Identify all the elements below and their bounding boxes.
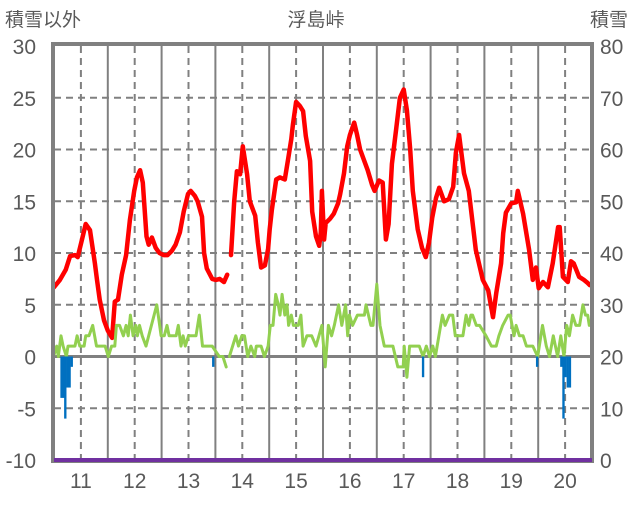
y-tick-right: 40 bbox=[600, 243, 623, 266]
green-series bbox=[227, 282, 591, 379]
red-series bbox=[228, 87, 593, 320]
x-tick: 16 bbox=[338, 470, 361, 493]
bar bbox=[60, 356, 63, 398]
x-tick: 12 bbox=[123, 470, 146, 493]
y-tick-right: 20 bbox=[600, 347, 623, 370]
y-tick-left: 10 bbox=[13, 243, 36, 266]
red-series bbox=[51, 167, 230, 341]
y-tick-right: 60 bbox=[600, 140, 623, 163]
x-tick: 18 bbox=[446, 470, 469, 493]
y-tick-left: 25 bbox=[13, 88, 36, 111]
grid bbox=[54, 46, 592, 460]
x-tick: 15 bbox=[284, 470, 307, 493]
right-axis-label: 積雪 bbox=[590, 9, 628, 31]
y-tick-left: -5 bbox=[17, 398, 36, 421]
x-tick: 11 bbox=[70, 470, 92, 493]
bar bbox=[535, 356, 539, 367]
bar bbox=[70, 356, 73, 367]
bar bbox=[62, 356, 65, 398]
bar bbox=[564, 356, 567, 378]
y-tick-left: 5 bbox=[24, 295, 36, 318]
y-tick-left: 20 bbox=[13, 140, 36, 163]
y-tick-left: -10 bbox=[6, 450, 36, 473]
bar bbox=[68, 356, 71, 388]
bar bbox=[562, 356, 565, 419]
y-tick-right: 30 bbox=[600, 295, 623, 318]
x-tick: 17 bbox=[392, 470, 415, 493]
bar bbox=[64, 356, 67, 419]
left-axis-label: 積雪以外 bbox=[5, 9, 81, 31]
bar bbox=[212, 356, 215, 367]
green-series bbox=[52, 303, 228, 369]
bar bbox=[566, 356, 569, 388]
y-tick-left: 30 bbox=[13, 36, 36, 59]
y-tick-right: 0 bbox=[600, 450, 612, 473]
y-tick-right: 10 bbox=[600, 398, 623, 421]
chart-title: 浮島峠 bbox=[287, 9, 344, 31]
plot-frame bbox=[51, 42, 594, 463]
x-tick: 14 bbox=[231, 470, 255, 493]
y-tick-left: 15 bbox=[13, 191, 36, 214]
bar bbox=[66, 356, 69, 388]
x-tick: 13 bbox=[177, 470, 200, 493]
y-tick-right: 50 bbox=[600, 191, 623, 214]
bar bbox=[560, 356, 563, 367]
y-tick-left: 0 bbox=[24, 347, 36, 370]
x-tick: 20 bbox=[553, 470, 576, 493]
x-tick: 19 bbox=[500, 470, 523, 493]
y-tick-right: 80 bbox=[600, 36, 623, 59]
y-tick-right: 70 bbox=[600, 88, 623, 111]
bar bbox=[421, 356, 425, 378]
bar bbox=[568, 356, 572, 388]
